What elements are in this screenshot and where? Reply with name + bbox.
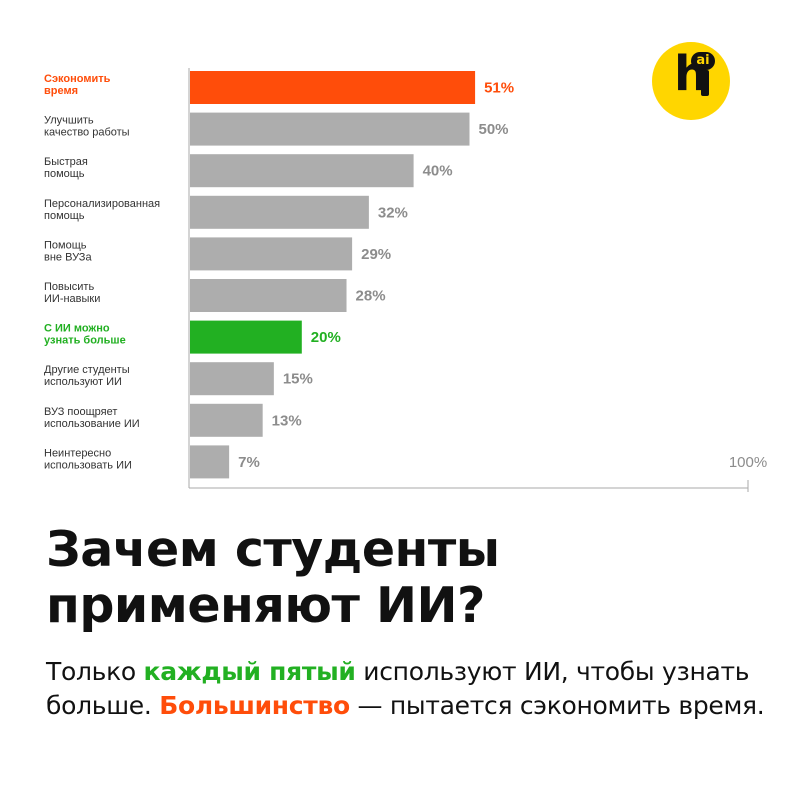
bar-улучшить-качество-работы <box>190 112 470 146</box>
bar-chart: 51% Сэкономить время 50% Улучшить качество ра… <box>44 68 767 492</box>
value-label-улучшить-качество-работы: 50% <box>479 121 509 138</box>
hi-ai-logo: h ai <box>652 42 730 120</box>
value-label-неинтересно-использовать-ии: 7% <box>238 454 260 471</box>
subtitle-highlight-majority: Большинство <box>159 691 350 720</box>
title-line-2: применяют ИИ? <box>46 577 485 634</box>
value-label-сэкономить-время: 51% <box>484 80 514 97</box>
category-label-с-ии-можно-узнать-больше: С ИИ можно узнать больше <box>44 323 126 347</box>
category-label-вуз-поощряет-использование-ии: ВУЗ поощряет использование ИИ <box>44 406 140 430</box>
value-label-повысить-ии-навыки: 28% <box>356 288 386 305</box>
bar-быстрая-помощь <box>190 154 414 188</box>
value-label-персонализированная-помощь: 32% <box>378 204 408 221</box>
bars-layer: 51% Сэкономить время 50% Улучшить качество ра… <box>44 71 514 479</box>
category-label-сэкономить-время: Сэкономить время <box>44 73 111 97</box>
category-label-неинтересно-использовать-ии: Неинтересно использовать ИИ <box>44 447 132 471</box>
bar-другие-студенты-используют-ии <box>190 362 274 396</box>
bar-помощь-вне-вуза <box>190 237 353 271</box>
value-label-помощь-вне-вуза: 29% <box>361 246 391 263</box>
subtitle-part-1: Только <box>46 657 144 686</box>
axis-max-label: 100% <box>729 454 767 471</box>
bar-вуз-поощряет-использование-ии <box>190 403 263 437</box>
subtitle-highlight-one-in-five: каждый пятый <box>143 657 356 686</box>
subtitle-part-2: используют ИИ, чтобы узнать больше. <box>46 657 750 720</box>
subtitle: Только каждый пятый используют ИИ, чтобы… <box>46 655 766 723</box>
bar-персонализированная-помощь <box>190 195 369 229</box>
bar-с-ии-можно-узнать-больше <box>190 320 302 354</box>
page-title: Зачем студенты применяют ИИ? <box>46 522 766 634</box>
category-label-улучшить-качество-работы: Улучшить качество работы <box>44 115 130 139</box>
bar-повысить-ии-навыки <box>190 279 347 312</box>
subtitle-part-3: — пытается сэкономить время. <box>349 691 765 720</box>
title-line-1: Зачем студенты <box>46 521 500 578</box>
value-label-другие-студенты-используют-ии: 15% <box>283 371 313 388</box>
category-label-другие-студенты-используют-ии: Другие студенты используют ИИ <box>44 364 130 388</box>
bar-сэкономить-время <box>190 71 476 104</box>
category-label-быстрая-помощь: Быстрая помощь <box>44 156 88 180</box>
value-label-быстрая-помощь: 40% <box>423 163 453 180</box>
value-label-с-ии-можно-узнать-больше: 20% <box>311 329 341 346</box>
logo-letter-i-stem <box>701 70 709 96</box>
value-label-вуз-поощряет-использование-ии: 13% <box>272 412 302 429</box>
logo-ai-bubble: ai <box>691 52 715 70</box>
bar-неинтересно-использовать-ии <box>190 445 230 479</box>
category-label-персонализированная-помощь: Персонализированная помощь <box>44 198 160 222</box>
category-label-помощь-вне-вуза: Помощь вне ВУЗа <box>44 239 92 263</box>
category-label-повысить-ии-навыки: Повысить ИИ-навыки <box>44 281 100 305</box>
